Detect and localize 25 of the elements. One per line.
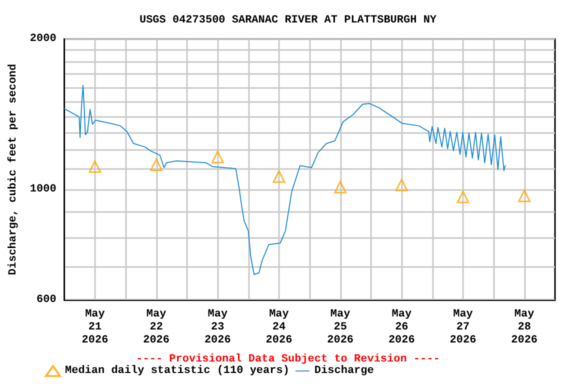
point	[518, 190, 531, 202]
point	[272, 170, 286, 183]
y-axis-title: Discharge, cubic feet per second	[6, 64, 20, 276]
point	[334, 180, 347, 194]
x-tick-label: May 27 2026	[450, 308, 476, 346]
text: ---- Provisional Data Subject to Revision ----	[136, 354, 440, 366]
y-tick-label: 600	[36, 294, 56, 306]
legend-label: Discharge	[314, 365, 374, 377]
legend-label: Median daily statistic (110 years)	[65, 365, 290, 377]
line-series	[64, 84, 506, 275]
point	[88, 160, 102, 173]
point	[150, 158, 163, 171]
x-tick-label: May 23 2026	[204, 308, 231, 346]
x-tick-label: May 22 2026	[143, 308, 170, 346]
chart-title: USGS 04273500 SARANAC RIVER AT PLATTSBURGH NY	[139, 14, 437, 26]
x-tick-label: May 25 2026	[327, 308, 354, 346]
point	[395, 178, 408, 192]
point	[456, 190, 470, 204]
x-tick-label: May 28 2026	[511, 308, 538, 346]
x-tick-label: May 24 2026	[266, 308, 292, 346]
x-tick-label: May 26 2026	[388, 308, 415, 346]
x-tick-label: May 21 2026	[82, 308, 108, 346]
y-tick-label: 2000	[30, 33, 56, 45]
y-tick-label: 1000	[30, 183, 56, 196]
point	[211, 150, 224, 164]
